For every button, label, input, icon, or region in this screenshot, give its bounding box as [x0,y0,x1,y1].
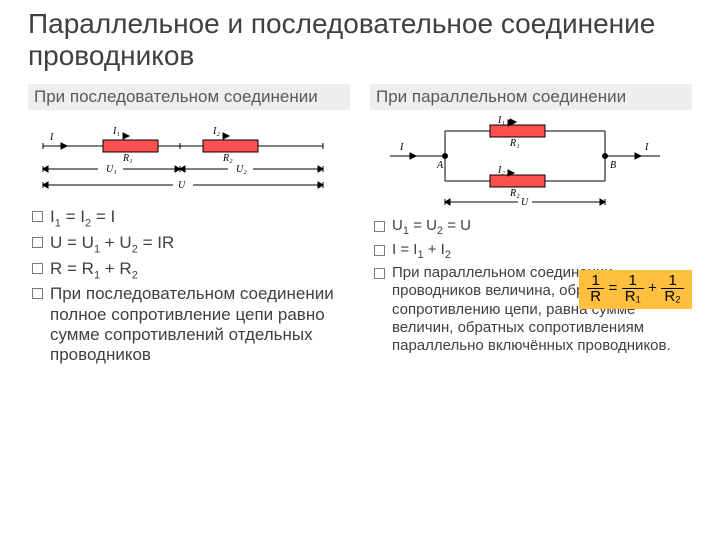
parallel-formula: 1R = 1R₁ + 1R₂ [579,270,692,309]
lbl-U1: U₁ [106,164,117,175]
series-list: I1 = I2 = I U = U1 + U2 = IR R = R1 + R2… [28,207,350,365]
plbl-I-left: I [399,142,404,153]
plbl-U: U [521,197,529,208]
lbl-R2: R₂ [222,153,233,164]
parallel-bullet-2: I = I1 + I2 [370,241,692,262]
f-num2: 1 [622,273,644,289]
plbl-I-right: I [644,142,649,153]
lbl-U: U [178,180,186,191]
f-plus: + [648,280,657,297]
plbl-I2: I₂ [497,165,505,176]
parallel-heading: При параллельном соединении [370,84,692,110]
lbl-U2: U₂ [236,164,247,175]
series-bullet-4: При последовательном соединении полное с… [28,284,350,366]
plbl-A: A [436,160,444,171]
series-heading: При последовательном соединении [28,84,350,110]
parallel-bullet-1: U1 = U2 = U [370,217,692,238]
series-column: При последовательном соединении [28,84,350,367]
parallel-diagram: I I I₁ I₂ R₁ R₂ A B U [370,116,692,211]
plbl-R1: R₁ [509,138,520,149]
plbl-B: B [610,160,616,171]
plbl-R2: R₂ [509,188,520,199]
f-num1: 1 [587,273,604,289]
series-bullet-1: I1 = I2 = I [28,207,350,231]
slide-title: Параллельное и последовательное соединен… [28,8,692,72]
series-bullet-2: U = U1 + U2 = IR [28,233,350,257]
f-den2: R₁ [622,289,644,304]
f-den1: R [587,289,604,304]
lbl-I2: I₂ [212,126,220,137]
lbl-I: I [49,132,54,143]
plbl-I1: I₁ [497,116,505,126]
f-den3: R₂ [661,289,684,304]
lbl-I1: I₁ [112,126,120,137]
parallel-column: При параллельном соединении [370,84,692,367]
series-diagram: I I₁ I₂ R₁ R₂ U₁ U₂ U [28,116,350,201]
f-eq: = [609,280,618,297]
lbl-R1: R₁ [122,153,133,164]
series-bullet-3: R = R1 + R2 [28,259,350,283]
f-num3: 1 [661,273,684,289]
